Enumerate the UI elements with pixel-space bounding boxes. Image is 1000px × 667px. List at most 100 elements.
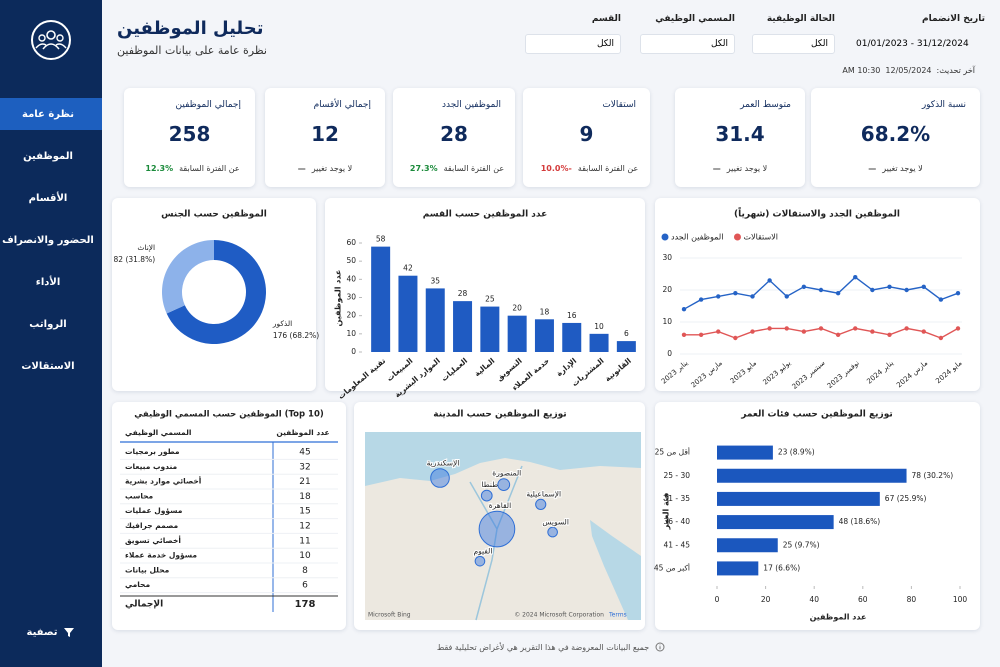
city-bubble [478, 510, 516, 548]
date-filter[interactable]: 01/01/2023 - 31/12/2024 [848, 34, 985, 54]
line-point [938, 297, 944, 302]
line-point [784, 294, 789, 299]
table-cell: 8 [302, 566, 308, 576]
filter-label: القسم [591, 14, 621, 24]
line-point [801, 329, 807, 334]
y-tick-label: 36 - 40 [663, 517, 690, 526]
bar [562, 322, 582, 352]
table-cell: أخصائي تسويق [125, 535, 181, 545]
dropdown-value: الكل [810, 39, 828, 49]
kpi-card: إجمالي الأقسام 12 لا يوجد تغيير — [265, 88, 385, 187]
line-point [767, 326, 772, 331]
x-tick-label: يناير 2024 [865, 359, 895, 386]
table-cell: 6 [302, 581, 308, 591]
table-cell: 32 [299, 462, 310, 472]
kpi-change-row: عن الفترة السابقة 27.3% [393, 164, 515, 173]
table-cell: محامي [125, 580, 150, 589]
table-cell: 10 [299, 551, 311, 561]
nav-item[interactable]: الأداء [0, 266, 102, 298]
kpi-value: 258 [168, 122, 211, 146]
nav-item[interactable]: الرواتب [0, 308, 102, 340]
legend-label: الموظفين الجدد [671, 233, 723, 242]
x-tick-label: القانونية [603, 356, 633, 383]
x-tick-label: 20 [761, 595, 771, 604]
bar [717, 561, 759, 576]
bar-value: 35 [430, 276, 440, 285]
line-point [955, 326, 961, 331]
line-point [921, 284, 926, 289]
nav-item[interactable]: الموظفين [0, 140, 102, 172]
slice-value: 82 (31.8%) [114, 255, 156, 264]
chart-title: توزيع الموظفين حسب فئات العمر [740, 410, 892, 420]
city-label: السويس [542, 517, 569, 526]
y-tick-label: 30 [662, 253, 672, 262]
logo [31, 20, 71, 60]
kpi-change: — [297, 164, 306, 173]
x-axis-title: عدد الموظفين [810, 613, 867, 622]
nav-label: الاستقالات [21, 360, 75, 372]
x-tick-label: المالية [473, 356, 497, 378]
bar-value: 25 [485, 295, 495, 304]
line-point [716, 329, 721, 334]
dropdown[interactable]: الكل [525, 34, 621, 54]
slice-label: الإناث [137, 243, 155, 252]
table-cell: مسؤول خدمة عملاء [125, 551, 197, 560]
info-icon [655, 642, 665, 652]
line-point [784, 326, 789, 331]
chart-title: الموظفين الجدد والاستقالات (شهرياً) [734, 207, 900, 220]
nav-item[interactable]: الحضور والانصراف [0, 224, 102, 256]
update-label: آخر تحديث: [936, 66, 976, 75]
y-tick-label: 10 [346, 329, 356, 338]
table-header: المسمي الوظيفي [125, 428, 191, 437]
kpi-note: عن الفترة السابقة [443, 164, 505, 173]
page-subtitle: نظرة عامة على بيانات الموظفين [117, 44, 267, 57]
y-tick-label: 60 [346, 238, 356, 247]
line-point [887, 284, 892, 289]
kpi-change: — [868, 164, 877, 173]
kpi-change-row: عن الفترة السابقة 12.3% [124, 164, 255, 173]
bar-value: 18 [540, 307, 550, 316]
y-tick-label: 41 - 45 [663, 540, 690, 549]
bar [717, 468, 907, 483]
y-tick-label: 0 [351, 347, 356, 356]
line-point [750, 294, 755, 299]
nav-label: الأداء [35, 276, 61, 288]
nav-item[interactable]: نظرة عامة [0, 98, 102, 130]
table-cell: 18 [299, 492, 311, 502]
city-bubble [535, 498, 547, 510]
kpi-title: إجمالي الموظفين [175, 100, 242, 110]
dropdown[interactable]: الكل [752, 34, 835, 54]
map-nile [469, 465, 523, 621]
filter-button[interactable]: تصفية [0, 616, 102, 648]
line-point [904, 326, 909, 331]
nav-item[interactable]: الأقسام [0, 182, 102, 214]
city-label: الفيوم [473, 546, 492, 555]
update-time: 10:30 AM [842, 66, 881, 75]
chart-title: الموظفين حسب الجنس [161, 210, 267, 220]
bar [616, 341, 636, 352]
y-tick-label: 10 [662, 317, 672, 326]
y-tick-label: 40 [346, 274, 356, 283]
kpi-title: متوسط العمر [740, 100, 791, 110]
x-tick-label: نوفمبر 2023 [826, 359, 861, 390]
kpi-value: 12 [311, 122, 339, 146]
bar-value: 17 (6.6%) [763, 563, 800, 572]
table-total: 178 [295, 599, 316, 610]
bar-value: 16 [567, 311, 577, 320]
line-point [716, 294, 721, 299]
filter-icon [64, 628, 75, 637]
bar [453, 301, 473, 352]
y-tick-label: 25 - 30 [663, 471, 690, 480]
table-header: عدد الموظفين [276, 428, 329, 437]
dropdown[interactable]: الكل [640, 34, 735, 54]
x-tick-label: مارس 2023 [690, 359, 724, 390]
legend-dot [661, 233, 669, 241]
kpi-note: عن الفترة السابقة [577, 164, 639, 173]
bar [507, 315, 527, 352]
line-point [835, 291, 841, 296]
bar-value: 67 (25.9%) [885, 494, 927, 503]
nav-item[interactable]: الاستقالات [0, 350, 102, 382]
sidebar: تصفية نظرة عامة الموظفين الأقسام الحضور وال… [0, 0, 102, 667]
nav-label: الأقسام [28, 192, 68, 204]
